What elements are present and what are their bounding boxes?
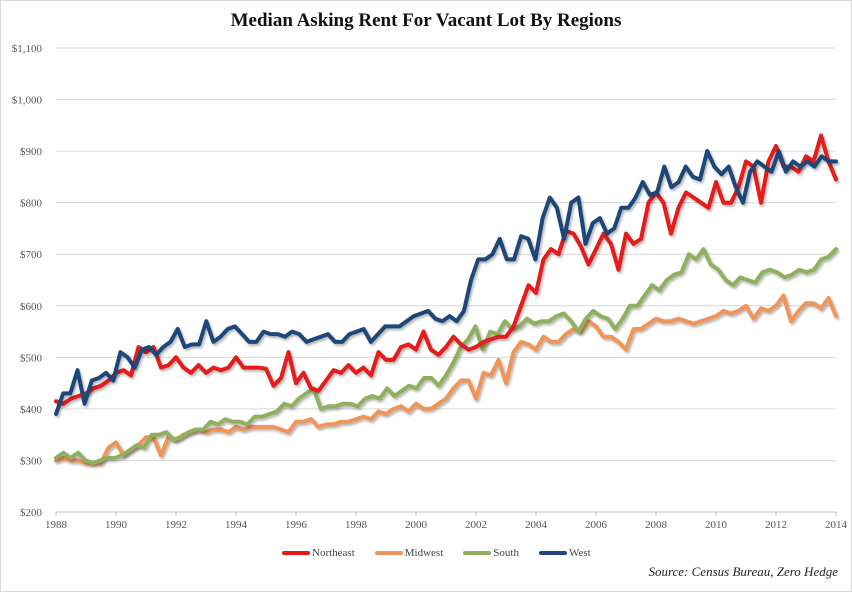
legend-swatch-west <box>538 551 567 555</box>
x-tick-label: 2006 <box>585 519 608 531</box>
legend-label: West <box>568 547 591 559</box>
x-tick-label: 1994 <box>225 519 248 531</box>
series-line-west <box>54 149 838 416</box>
x-tick-label: 2000 <box>405 519 428 531</box>
series-line-northeast <box>54 133 838 406</box>
gridlines <box>56 47 836 513</box>
x-axis: 1988 1990 1992 1994 1996 1998 2000 2002 2004 2006… <box>45 511 848 531</box>
y-tick-label: $900 <box>20 146 43 158</box>
legend-label: Midwest <box>404 547 444 559</box>
x-tick-label: 2002 <box>465 519 487 531</box>
y-tick-label: $700 <box>20 249 43 261</box>
legend-item-south: South <box>463 547 519 559</box>
legend-swatch-south <box>463 551 492 555</box>
y-tick-label: $600 <box>20 301 43 313</box>
source-note: Source: Census Bureau, Zero Hedge <box>648 564 838 579</box>
x-tick-label: 1998 <box>345 519 368 531</box>
x-tick-label: 2010 <box>705 519 728 531</box>
legend-label: Northeast <box>312 547 355 559</box>
x-tick-label: 2004 <box>525 519 548 531</box>
y-tick-label: $800 <box>20 198 43 210</box>
legend-item-northeast: Northeast <box>282 547 355 559</box>
y-tick-label: $1,100 <box>12 43 43 55</box>
legend-item-west: West <box>538 547 591 559</box>
y-tick-label: $300 <box>20 455 43 467</box>
x-tick-label: 2012 <box>765 519 787 531</box>
x-tick-label: 1992 <box>165 519 187 531</box>
legend-swatch-midwest <box>374 551 403 555</box>
legend-item-midwest: Midwest <box>374 547 444 559</box>
legend: Northeast Midwest South West <box>282 547 591 559</box>
y-tick-label: $500 <box>20 352 43 364</box>
chart-title: Median Asking Rent For Vacant Lot By Reg… <box>230 10 622 31</box>
x-tick-label: 2008 <box>645 519 668 531</box>
series-line-south <box>54 247 838 465</box>
series-group <box>54 133 838 465</box>
y-tick-label: $400 <box>20 404 43 416</box>
y-tick-label: $200 <box>20 507 43 519</box>
x-tick-label: 1988 <box>45 519 68 531</box>
legend-label: South <box>493 547 519 559</box>
y-tick-label: $1,000 <box>12 95 43 107</box>
x-tick-label: 1996 <box>285 519 308 531</box>
legend-swatch-northeast <box>282 551 310 555</box>
y-axis: $200 $300 $400 $500 $600 $700 $800 $900 $1,000 $1… <box>12 43 43 519</box>
x-tick-label: 1990 <box>105 519 128 531</box>
x-tick-label: 2014 <box>825 519 848 531</box>
